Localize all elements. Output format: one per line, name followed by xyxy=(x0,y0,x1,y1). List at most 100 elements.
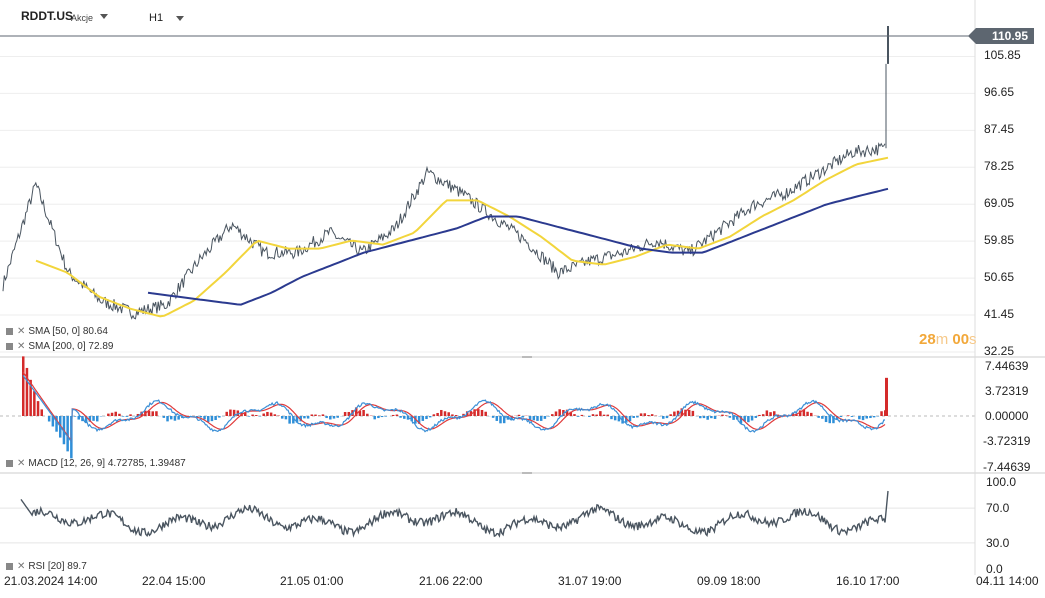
timeframe-dropdown-icon[interactable] xyxy=(176,16,184,21)
macd-histogram-bar xyxy=(521,416,524,418)
sma50-line xyxy=(35,156,889,318)
macd-histogram-bar xyxy=(761,414,765,416)
macd-histogram-bar xyxy=(502,416,506,424)
symbol-dropdown-icon[interactable] xyxy=(100,14,108,19)
macd-histogram-bar xyxy=(588,416,591,418)
macd-histogram-bar xyxy=(33,391,36,416)
macd-histogram-bar xyxy=(543,416,547,419)
macd-histogram-bar xyxy=(151,411,154,416)
macd-histogram-bar xyxy=(858,416,861,420)
macd-histogram-bar xyxy=(225,411,228,416)
macd-histogram-bar xyxy=(203,416,206,420)
macd-histogram-bar xyxy=(47,416,51,422)
macd-histogram-bar xyxy=(432,414,436,416)
macd-histogram-bar xyxy=(680,408,684,416)
macd-histogram-bar xyxy=(280,416,284,419)
macd-histogram-bar xyxy=(140,411,143,416)
macd-histogram-bar xyxy=(484,411,487,416)
macd-histogram-bar xyxy=(724,415,728,416)
price-series-line xyxy=(2,142,886,320)
legend-sma200[interactable]: ✕ SMA [200, 0] 72.89 xyxy=(6,341,113,352)
close-icon[interactable]: ✕ xyxy=(17,458,26,469)
macd-histogram-bar xyxy=(377,416,380,419)
legend-rsi[interactable]: ✕ RSI [20] 89.7 xyxy=(6,561,87,572)
macd-histogram-bar xyxy=(310,414,314,416)
close-icon[interactable]: ✕ xyxy=(17,326,26,337)
macd-histogram-bar xyxy=(458,416,462,418)
time-tick-label: 21.03.2024 14:00 xyxy=(4,574,98,588)
macd-histogram-bar xyxy=(495,416,499,421)
macd-histogram-bar xyxy=(421,416,425,421)
macd-histogram-bar xyxy=(251,414,254,416)
macd-histogram-bar xyxy=(166,416,169,422)
macd-histogram-bar xyxy=(55,416,58,432)
close-icon[interactable]: ✕ xyxy=(17,341,26,352)
macd-histogram-bar xyxy=(765,410,769,416)
indicator-icon xyxy=(6,343,13,350)
macd-histogram-bar xyxy=(362,409,365,416)
close-icon[interactable]: ✕ xyxy=(17,561,26,572)
macd-histogram-bar xyxy=(528,416,532,421)
macd-histogram-bar xyxy=(118,413,121,416)
macd-tick-label: 7.44639 xyxy=(985,358,1029,373)
macd-histogram-bar xyxy=(40,409,43,416)
symbol-label[interactable]: RDDT.US xyxy=(21,9,74,23)
rsi-line xyxy=(20,490,889,538)
price-tick-label: 78.25 xyxy=(984,159,1015,174)
macd-histogram-bar xyxy=(758,414,761,416)
macd-histogram-bar xyxy=(536,416,539,421)
macd-histogram-bar xyxy=(84,416,88,424)
macd-histogram-bar xyxy=(662,416,665,419)
legend-macd[interactable]: ✕ MACD [12, 26, 9] 4.72785, 1.39487 xyxy=(6,458,186,469)
macd-histogram-bar xyxy=(266,411,269,416)
time-tick-label: 21.06 22:00 xyxy=(419,574,483,588)
rsi-tick-label: 0.0 xyxy=(986,562,1003,576)
macd-histogram-bar xyxy=(665,416,669,419)
macd-histogram-bar xyxy=(66,416,69,452)
macd-histogram-bar xyxy=(865,416,869,419)
macd-histogram-bar xyxy=(332,416,336,419)
macd-histogram-bar xyxy=(29,379,32,416)
macd-histogram-bar xyxy=(95,416,99,422)
legend-sma50[interactable]: ✕ SMA [50, 0] 80.64 xyxy=(6,326,108,337)
sma200-line xyxy=(147,187,889,306)
macd-histogram-bar xyxy=(532,416,536,421)
macd-histogram-bar xyxy=(643,413,647,416)
macd-histogram-bar xyxy=(824,416,828,423)
time-tick-label: 04.11 14:00 xyxy=(976,574,1039,588)
macd-histogram-bar xyxy=(399,416,402,418)
time-tick-label: 09.09 18:00 xyxy=(697,574,761,588)
macd-histogram-bar xyxy=(747,416,750,423)
macd-histogram-bar xyxy=(480,409,484,416)
macd-histogram-bar xyxy=(769,412,772,416)
macd-histogram-bar xyxy=(669,414,672,416)
macd-histogram-bar xyxy=(136,413,140,416)
macd-histogram-bar xyxy=(465,411,469,416)
macd-histogram-bar xyxy=(440,409,443,416)
macd-histogram-bar xyxy=(491,416,495,418)
macd-histogram-bar xyxy=(699,416,702,419)
time-tick-label: 21.05 01:00 xyxy=(280,574,344,588)
macd-histogram-bar xyxy=(539,416,543,421)
macd-histogram-bar xyxy=(473,409,476,416)
macd-histogram-bar xyxy=(847,415,850,416)
time-tick-label: 31.07 19:00 xyxy=(558,574,622,588)
macd-histogram-bar xyxy=(569,411,573,416)
rsi-tick-label: 70.0 xyxy=(986,501,1010,516)
macd-histogram-bar xyxy=(739,416,743,424)
macd-histogram-bar xyxy=(247,416,251,417)
macd-histogram-bar xyxy=(114,411,117,416)
macd-histogram-bar xyxy=(617,416,621,422)
macd-histogram-bar xyxy=(613,416,617,421)
macd-histogram-bar xyxy=(288,416,291,424)
macd-histogram-bar xyxy=(380,416,384,418)
macd-histogram-bar xyxy=(129,414,132,416)
macd-histogram-bar xyxy=(88,416,92,422)
macd-histogram-bar xyxy=(110,412,114,416)
timeframe-label[interactable]: H1 xyxy=(149,12,164,24)
macd-histogram-bar xyxy=(147,410,151,416)
macd-histogram-bar xyxy=(728,416,732,418)
macd-histogram-bar xyxy=(384,416,388,417)
macd-histogram-bar xyxy=(517,414,521,416)
